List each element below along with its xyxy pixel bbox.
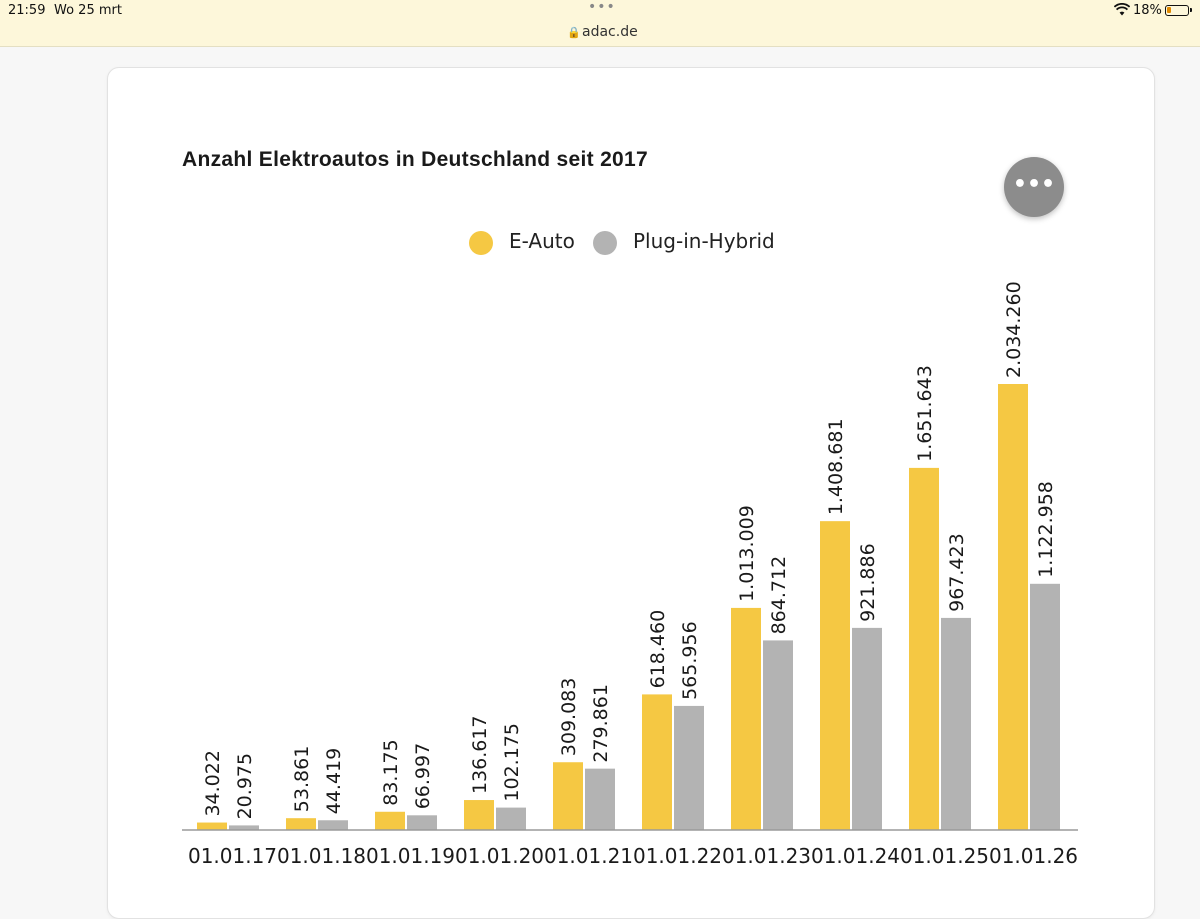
x-tick-label: 01.01.25 [900, 844, 989, 868]
x-tick-label: 01.01.19 [366, 844, 455, 868]
chart-card [107, 67, 1155, 919]
battery-percent: 18% [1133, 3, 1162, 18]
data-label: 34.022 [202, 750, 224, 816]
x-tick-label: 01.01.23 [722, 844, 811, 868]
bar-e-auto-01.01.26[interactable] [998, 384, 1028, 830]
legend-swatch-plug-in-hybrid [593, 231, 617, 255]
browser-address-bar[interactable]: 🔒 adac.de [0, 22, 1200, 47]
data-label: 136.617 [469, 715, 491, 794]
data-label: 1.408.681 [825, 418, 847, 515]
bar-chart: 34.022 20.975 53.861 44.419 83.175 66.997 136.… [182, 281, 1078, 868]
bar-e-auto-01.01.18[interactable] [286, 818, 316, 830]
status-bar: 21:59 Wo 25 mrt ••• 18% [0, 0, 1200, 22]
bar-plug-in-hybrid-01.01.19[interactable] [407, 815, 437, 830]
x-tick-label: 01.01.21 [544, 844, 633, 868]
legend-label-e-auto: E-Auto [509, 229, 575, 253]
chart-menu-button[interactable]: ••• [1004, 157, 1064, 217]
data-label: 83.175 [380, 739, 402, 805]
x-tick-label: 01.01.20 [455, 844, 544, 868]
data-label: 1.122.958 [1035, 481, 1057, 578]
status-date: Wo 25 mrt [54, 3, 122, 18]
x-tick-label: 01.01.17 [188, 844, 277, 868]
bar-e-auto-01.01.19[interactable] [375, 811, 405, 830]
x-tick-label: 01.01.24 [811, 844, 900, 868]
bar-plug-in-hybrid-01.01.21[interactable] [585, 768, 615, 830]
data-label: 967.423 [946, 533, 968, 612]
more-horizontal-icon: ••• [1012, 172, 1056, 197]
bar-e-auto-01.01.21[interactable] [553, 762, 583, 830]
chart-title: Anzahl Elektroautos in Deutschland seit … [182, 148, 648, 171]
bar-plug-in-hybrid-01.01.23[interactable] [763, 640, 793, 830]
data-label: 618.460 [647, 610, 669, 689]
data-label: 44.419 [323, 748, 345, 814]
legend-swatch-e-auto [469, 231, 493, 255]
bar-e-auto-01.01.24[interactable] [820, 521, 850, 830]
battery-icon [1165, 5, 1192, 16]
bar-plug-in-hybrid-01.01.20[interactable] [496, 807, 526, 830]
bar-plug-in-hybrid-01.01.18[interactable] [318, 820, 348, 830]
bar-e-auto-01.01.25[interactable] [909, 467, 939, 830]
bar-plug-in-hybrid-01.01.25[interactable] [941, 617, 971, 830]
data-label: 2.034.260 [1003, 281, 1025, 378]
x-tick-label: 01.01.22 [633, 844, 722, 868]
wifi-icon [1113, 3, 1131, 20]
bar-plug-in-hybrid-01.01.17[interactable] [229, 825, 259, 830]
bar-e-auto-01.01.23[interactable] [731, 607, 761, 830]
bar-plug-in-hybrid-01.01.24[interactable] [852, 627, 882, 830]
data-label: 1.651.643 [914, 365, 936, 462]
bar-e-auto-01.01.22[interactable] [642, 694, 672, 830]
data-label: 102.175 [501, 723, 523, 802]
bar-e-auto-01.01.20[interactable] [464, 800, 494, 830]
multitasking-dots-icon[interactable]: ••• [588, 0, 616, 15]
x-tick-label: 01.01.18 [277, 844, 366, 868]
status-time: 21:59 [8, 3, 46, 18]
x-tick-label: 01.01.26 [989, 844, 1078, 868]
legend-label-plug-in-hybrid: Plug-in-Hybrid [633, 229, 775, 253]
data-label: 309.083 [558, 678, 580, 757]
bar-plug-in-hybrid-01.01.26[interactable] [1030, 583, 1060, 830]
data-label: 1.013.009 [736, 505, 758, 602]
lock-icon: 🔒 [567, 26, 581, 39]
data-label: 66.997 [412, 743, 434, 809]
data-label: 53.861 [291, 746, 313, 812]
data-label: 864.712 [768, 556, 790, 635]
data-label: 20.975 [234, 753, 256, 819]
bar-e-auto-01.01.17[interactable] [197, 822, 227, 830]
bar-plug-in-hybrid-01.01.22[interactable] [674, 705, 704, 830]
data-label: 921.886 [857, 543, 879, 622]
url-text[interactable]: adac.de [582, 24, 638, 40]
data-label: 565.956 [679, 621, 701, 700]
data-label: 279.861 [590, 684, 612, 763]
